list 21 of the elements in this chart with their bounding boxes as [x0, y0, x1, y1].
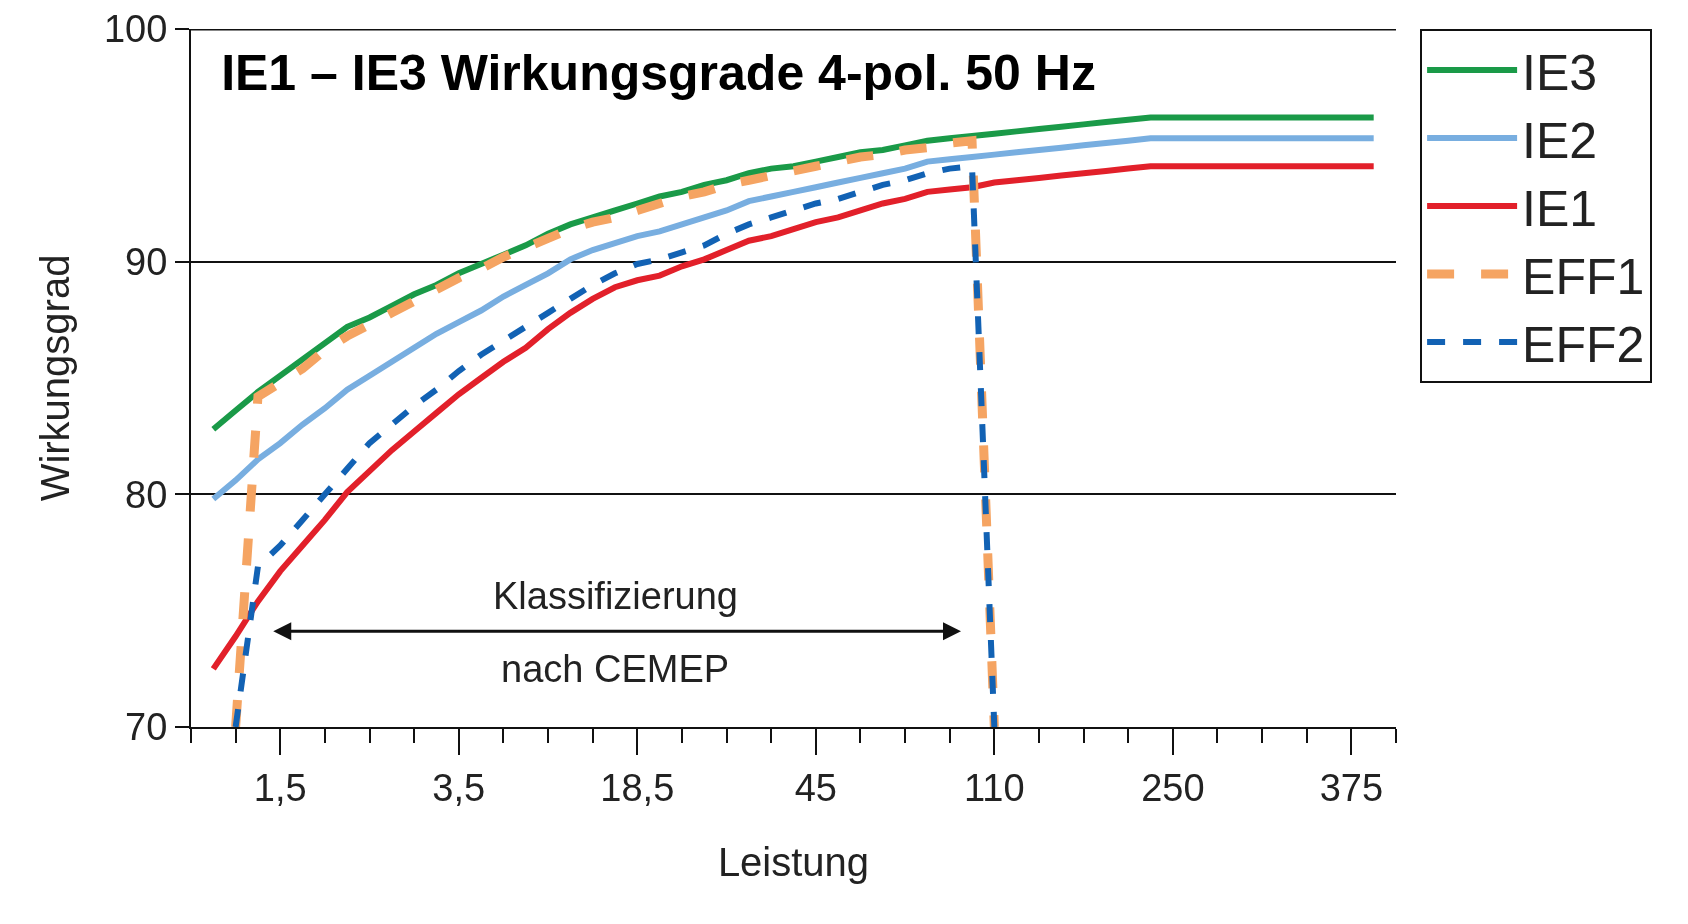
legend-label: IE1 — [1522, 180, 1598, 237]
annotation: Klassifizierung — [493, 575, 738, 617]
legend-label: EFF1 — [1522, 248, 1645, 305]
x-axis-title: Leistung — [717, 839, 870, 884]
x-tick-label: 18,5 — [600, 766, 675, 809]
y-tick-label: 90 — [125, 240, 168, 283]
y-tick-label: 100 — [103, 8, 168, 51]
y-axis-title: Wirkungsgrad — [32, 254, 77, 502]
legend-label: EFF2 — [1522, 316, 1645, 373]
chart-title: IE1 – IE3 Wirkungsgrade 4-pol. 50 Hz — [221, 45, 1096, 102]
y-tick-label: 70 — [125, 706, 168, 749]
y-tick-label: 80 — [125, 473, 168, 516]
x-tick-label: 250 — [1141, 766, 1205, 809]
legend-label: IE3 — [1522, 44, 1598, 101]
annotation: nach CEMEP — [501, 648, 730, 690]
x-tick-label: 375 — [1319, 766, 1384, 809]
x-tick-label: 110 — [964, 766, 1025, 809]
x-tick-label: 45 — [794, 766, 837, 809]
x-tick-label: 1,5 — [253, 766, 307, 809]
x-tick-label: 3,5 — [432, 766, 486, 809]
legend-label: IE2 — [1522, 112, 1598, 169]
